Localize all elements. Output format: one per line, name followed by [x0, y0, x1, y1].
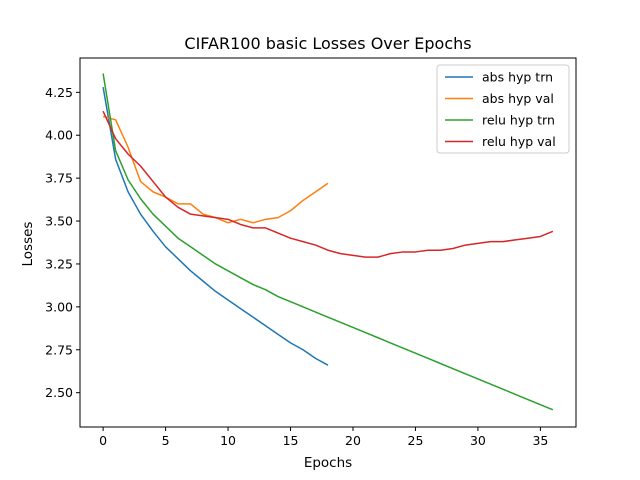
- plot-frame: [79, 57, 577, 428]
- x-tick-label: 15: [283, 433, 299, 448]
- legend-entry: relu hyp val: [482, 134, 556, 149]
- y-tick-label: 3.50: [45, 214, 73, 229]
- y-tick-label: 4.00: [45, 128, 73, 143]
- legend-entry: abs hyp val: [482, 91, 554, 106]
- x-axis-label: Epochs: [304, 455, 352, 471]
- x-tick-label: 5: [162, 433, 170, 448]
- series-line-relu-hyp-trn: [102, 73, 554, 411]
- x-tick-label: 30: [470, 433, 486, 448]
- y-axis: 2.50 2.75 3.00 3.25 3.50 3.75 4.00 4.25: [45, 85, 80, 400]
- y-tick-label: 3.25: [45, 256, 73, 271]
- legend-box: [436, 64, 570, 154]
- y-tick-label: 2.75: [45, 342, 73, 357]
- x-tick-label: 35: [532, 433, 548, 448]
- x-tick-label: 20: [345, 433, 361, 448]
- chart-title: CIFAR100 basic Losses Over Epochs: [184, 34, 471, 53]
- legend-entry: relu hyp trn: [482, 113, 555, 128]
- x-tick-label: 10: [220, 433, 236, 448]
- x-tick-label: 25: [408, 433, 424, 448]
- y-tick-label: 4.25: [45, 85, 73, 100]
- y-tick-label: 3.75: [45, 171, 73, 186]
- y-tick-label: 2.50: [45, 385, 73, 400]
- legend-entry: abs hyp trn: [482, 70, 553, 85]
- y-tick-label: 3.00: [45, 299, 73, 314]
- x-axis: 0 5 10 15 20 25 30 35: [99, 427, 548, 448]
- series-line-relu-hyp-val: [102, 110, 554, 258]
- y-axis-label: Losses: [20, 222, 36, 267]
- series-line-abs-hyp-trn: [102, 87, 329, 366]
- legend: abs hyp trn abs hyp val relu hyp trn relu h…: [436, 64, 570, 154]
- plot-series: [102, 73, 554, 411]
- x-tick-label: 0: [99, 433, 107, 448]
